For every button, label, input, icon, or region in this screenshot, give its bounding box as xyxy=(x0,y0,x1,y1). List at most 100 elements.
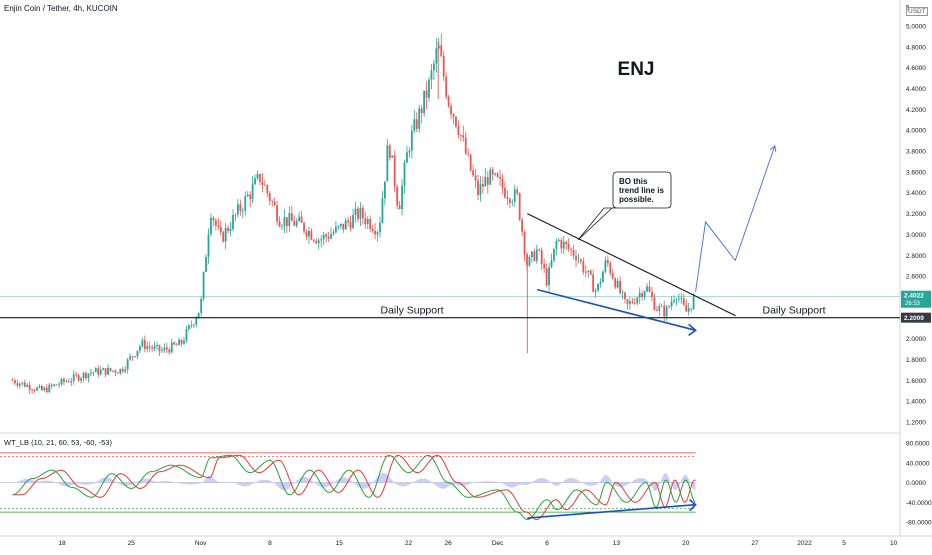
candle-body xyxy=(393,155,396,187)
candle-body xyxy=(651,291,653,298)
candle-body xyxy=(48,384,51,393)
candle-body xyxy=(602,271,604,283)
candle-body xyxy=(366,219,369,224)
candle-body xyxy=(161,350,163,352)
candle-body xyxy=(388,145,391,158)
candle-body xyxy=(202,271,205,299)
price-tick-label: 2.0000 xyxy=(906,336,926,343)
candle-body xyxy=(41,385,43,391)
candle-body xyxy=(477,180,479,195)
candle-body xyxy=(121,368,124,372)
candle-body xyxy=(278,221,281,227)
candle-body xyxy=(192,324,195,326)
candle-body xyxy=(14,380,16,384)
candle-body xyxy=(626,299,629,305)
price-tick-label: 2.8000 xyxy=(906,253,926,260)
candle-body xyxy=(256,173,259,179)
candle-body xyxy=(80,378,82,381)
candle-body xyxy=(317,240,320,244)
candle-body xyxy=(611,273,614,279)
candle-body xyxy=(97,368,100,375)
callout-text-line: possible. xyxy=(619,195,654,204)
candle-body xyxy=(513,189,516,202)
candle-body xyxy=(371,229,374,231)
currency-label[interactable]: USDT xyxy=(906,7,928,16)
candle-body xyxy=(43,387,46,391)
candle-body xyxy=(609,263,612,274)
candle-body xyxy=(286,217,288,227)
candle-body xyxy=(560,240,563,249)
price-tick-label: 3.6000 xyxy=(906,169,926,176)
time-tick-label: Dec xyxy=(492,540,504,547)
candle-body xyxy=(668,306,670,308)
wt1-line xyxy=(12,454,696,521)
candle-body xyxy=(173,342,176,345)
candle-body xyxy=(575,255,577,261)
indicator-arrow-line xyxy=(527,503,696,519)
candle-body xyxy=(183,340,185,344)
candle-body xyxy=(621,292,624,294)
candle-body xyxy=(65,381,68,383)
candle-body xyxy=(452,114,455,117)
candle-body xyxy=(342,223,345,230)
candle-body xyxy=(153,345,156,349)
candle-body xyxy=(486,177,489,185)
candle-body xyxy=(170,342,173,353)
candle-body xyxy=(660,305,663,307)
candle-body xyxy=(548,267,550,286)
candle-body xyxy=(136,350,139,357)
candle-body xyxy=(604,260,607,272)
candle-body xyxy=(592,274,595,292)
drawings-layer: Daily Support Daily Support ENJ BO thistren… xyxy=(0,59,900,336)
time-tick-label: 22 xyxy=(405,540,413,547)
candle-body xyxy=(300,216,303,223)
time-tick-label: 2022 xyxy=(797,540,812,547)
candle-body xyxy=(327,236,330,239)
candle-body xyxy=(543,264,546,269)
candle-body xyxy=(597,283,599,291)
axes-layer: 5 5.0000 4.8000 4.6000 4.4000 4.2000 4.0000 3.8… xyxy=(58,5,932,548)
candle-body xyxy=(572,249,575,256)
candle-body xyxy=(344,220,347,230)
candle-body xyxy=(119,368,122,374)
candle-body xyxy=(308,230,310,237)
candle-body xyxy=(369,219,372,230)
candle-body xyxy=(413,119,416,131)
candle-body xyxy=(455,116,457,127)
support-label-left: Daily Support xyxy=(380,305,443,317)
candle-body xyxy=(195,318,198,325)
symbol-header: Enjin Coin / Tether, 4h, KUCOIN xyxy=(4,4,118,13)
candle-body xyxy=(386,145,389,182)
candle-body xyxy=(288,213,291,227)
candle-body xyxy=(646,286,648,292)
time-tick-label: 25 xyxy=(128,540,136,547)
candle-body xyxy=(403,162,406,186)
candle-body xyxy=(538,249,541,251)
candle-body xyxy=(450,106,452,115)
indicator-tick-label: 40.0000 xyxy=(906,460,930,467)
candle-body xyxy=(339,223,342,227)
candle-body xyxy=(217,225,220,227)
price-tick-label: 3.0000 xyxy=(906,232,926,239)
candle-body xyxy=(295,221,298,226)
descending-trendline xyxy=(527,213,736,317)
candle-body xyxy=(139,346,141,351)
price-tick-label: 1.6000 xyxy=(906,378,926,385)
support-arrow-head xyxy=(688,323,697,336)
candle-body xyxy=(134,356,136,357)
price-tick-label: 1.4000 xyxy=(906,399,926,406)
candle-body xyxy=(293,220,296,226)
candle-body xyxy=(687,308,690,312)
candle-body xyxy=(535,249,538,261)
candle-body xyxy=(401,185,403,210)
candle-body xyxy=(347,220,350,223)
candle-body xyxy=(506,197,509,200)
price-tick-label: 3.8000 xyxy=(906,149,926,156)
candle-body xyxy=(624,292,626,300)
candle-body xyxy=(112,370,114,372)
candle-body xyxy=(156,344,158,346)
candle-body xyxy=(682,298,685,305)
candle-body xyxy=(33,390,36,392)
candle-body xyxy=(491,169,494,175)
candle-body xyxy=(283,217,286,227)
